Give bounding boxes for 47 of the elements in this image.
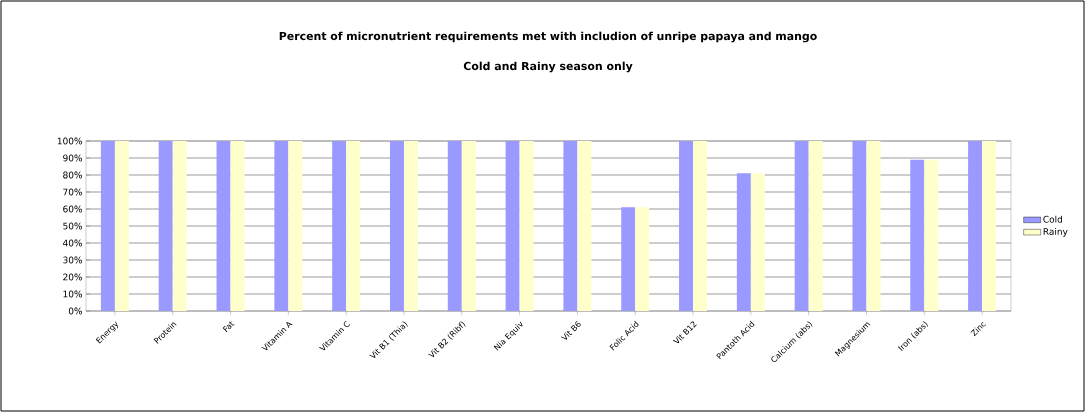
y-tick-label: 0% [68,307,82,315]
bar [750,173,765,311]
bar [332,141,347,311]
bar [693,141,708,311]
bar [505,141,520,311]
bar [158,141,173,311]
y-tick-label: 70% [63,188,82,196]
bar [389,141,404,311]
chart-title: Percent of micronutrient requirements met with includion of unripe papaya and mango [279,31,817,43]
y-tick-label: 30% [63,256,82,264]
y-tick-label: 60% [63,205,82,213]
bar [924,159,939,311]
y-tick-label: 20% [63,273,82,281]
y-tick-label: 40% [62,239,82,247]
bar [230,141,245,311]
bar [172,141,187,311]
bar [274,141,289,311]
y-tick-label: 50% [63,222,82,230]
bar [621,207,636,311]
y-tick-label: 80% [63,171,82,179]
bar [866,141,881,311]
bar [679,141,694,311]
bar [100,141,115,311]
bar [852,141,867,311]
legend-label: Cold [1043,215,1062,223]
chart-subtitle: Cold and Rainy season only [463,61,633,73]
bar [635,207,650,311]
bar [563,141,578,311]
bar [288,141,303,311]
legend-label: Rainy [1043,227,1068,237]
bar [403,141,418,311]
y-tick-label: 100% [57,137,82,145]
bar [447,141,462,311]
bar [577,141,592,311]
bar [982,141,997,311]
bar [216,141,231,311]
bar [910,159,925,311]
y-tick-label: 90% [63,154,82,162]
bar [461,141,476,311]
bar [736,173,751,311]
bar [346,141,361,311]
y-tick-label: 10% [63,290,82,298]
bar [114,141,129,311]
bar [794,141,809,311]
bar [968,141,983,311]
bar [519,141,534,311]
bar [808,141,823,311]
